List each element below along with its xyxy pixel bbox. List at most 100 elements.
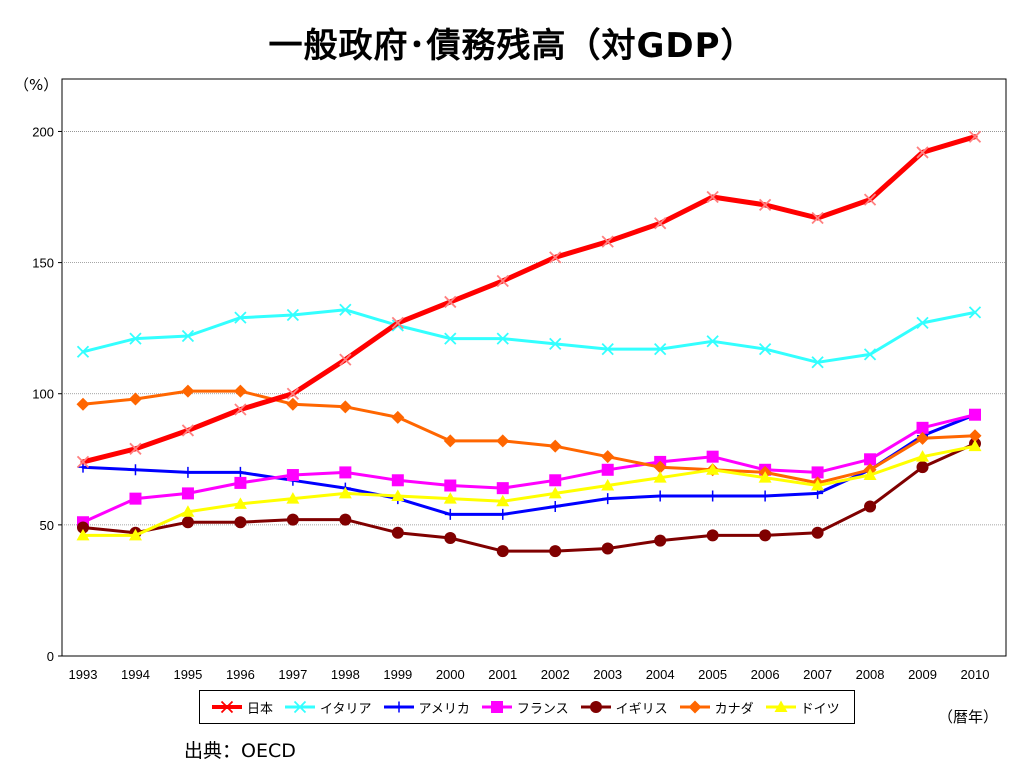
data-point	[443, 492, 457, 504]
data-point	[706, 529, 719, 542]
data-point	[181, 516, 194, 529]
data-point	[128, 528, 142, 541]
data-point	[759, 490, 771, 502]
data-point	[759, 529, 772, 542]
data-point	[76, 455, 90, 469]
data-point	[234, 466, 246, 478]
x-tick-label: 2000	[436, 667, 465, 682]
data-point	[182, 466, 194, 478]
data-point	[444, 479, 457, 492]
data-point	[706, 463, 720, 475]
data-point	[496, 434, 510, 448]
data-point	[811, 211, 824, 225]
data-point	[706, 450, 719, 463]
x-tick-label: 1994	[121, 667, 150, 682]
data-point	[181, 329, 195, 343]
legend-label: アメリカ	[418, 701, 470, 717]
series-line	[81, 442, 977, 553]
y-tick-label: 200	[32, 124, 54, 139]
data-point	[549, 501, 561, 513]
data-point	[129, 492, 142, 505]
x-tick-label: 2009	[908, 667, 937, 682]
data-point	[653, 471, 667, 483]
data-point	[391, 489, 405, 502]
legend-label: ドイツ	[800, 701, 840, 717]
data-point	[496, 494, 510, 507]
data-point	[549, 545, 562, 558]
data-point	[864, 500, 877, 513]
data-point	[653, 460, 667, 474]
data-point	[339, 353, 352, 366]
data-point	[654, 217, 667, 230]
data-point	[496, 332, 509, 345]
y-axis-label: （%）	[14, 76, 59, 94]
y-tick-label: 150	[32, 256, 54, 271]
data-point	[601, 479, 615, 491]
data-point	[968, 130, 982, 143]
x-tick-label: 1998	[331, 667, 360, 682]
x-tick-label: 2007	[803, 667, 832, 682]
legend-item: イタリア	[283, 698, 372, 717]
data-point	[444, 332, 457, 345]
data-point	[548, 486, 562, 499]
chart-title: 一般政府･債務残高（対GDP）	[268, 26, 756, 66]
data-point	[339, 303, 352, 316]
data-point	[286, 308, 300, 322]
legend-label: 日本	[247, 701, 274, 717]
data-point	[758, 343, 772, 356]
data-point	[549, 337, 562, 351]
series-0	[76, 130, 982, 469]
data-point	[811, 466, 824, 479]
data-point	[706, 335, 719, 348]
x-axis-label: （暦年）	[938, 708, 999, 726]
data-point	[181, 384, 195, 398]
data-point	[497, 508, 509, 520]
legend-item: アメリカ	[382, 698, 470, 717]
legend-item: カナダ	[678, 698, 754, 717]
legend-marker	[393, 701, 404, 713]
x-tick-label: 1999	[383, 667, 412, 682]
data-point	[863, 468, 877, 481]
data-point	[129, 332, 142, 345]
data-point	[496, 274, 509, 288]
data-point	[444, 531, 457, 544]
data-point	[234, 403, 247, 416]
legend-swatch	[580, 701, 611, 713]
data-point	[234, 516, 247, 529]
legend-item: 日本	[210, 698, 273, 717]
x-tick-label: 1997	[278, 667, 307, 682]
legend-swatch	[481, 701, 512, 713]
data-point	[129, 464, 141, 476]
x-tick-label: 2010	[961, 667, 990, 682]
data-point	[968, 439, 982, 452]
x-tick-label: 2002	[541, 667, 570, 682]
data-point	[707, 490, 719, 502]
data-point	[391, 474, 404, 487]
x-tick-label: 1996	[226, 667, 255, 682]
data-point	[602, 493, 614, 505]
data-point	[181, 487, 194, 500]
legend-swatch	[679, 700, 710, 714]
data-point	[76, 528, 90, 541]
chart-legend: 日本 イタリア アメリカ フランス イギリス カナダ ドイツ	[199, 690, 855, 724]
data-point	[758, 198, 772, 212]
data-point	[444, 295, 457, 309]
legend-item: ドイツ	[764, 698, 840, 717]
legend-swatch	[383, 701, 414, 713]
data-point	[443, 434, 457, 448]
data-point	[496, 545, 509, 558]
data-point	[128, 392, 142, 406]
series-line	[81, 444, 977, 537]
data-point	[916, 461, 929, 474]
data-point	[601, 235, 614, 248]
legend-marker	[688, 700, 702, 714]
series-line	[81, 413, 977, 524]
legend-swatch	[212, 700, 242, 714]
legend-marker	[589, 701, 602, 713]
data-point	[391, 526, 404, 539]
data-point	[339, 466, 352, 479]
data-point	[916, 431, 930, 445]
data-point	[548, 439, 562, 453]
data-point	[339, 513, 352, 526]
data-point	[338, 486, 352, 499]
